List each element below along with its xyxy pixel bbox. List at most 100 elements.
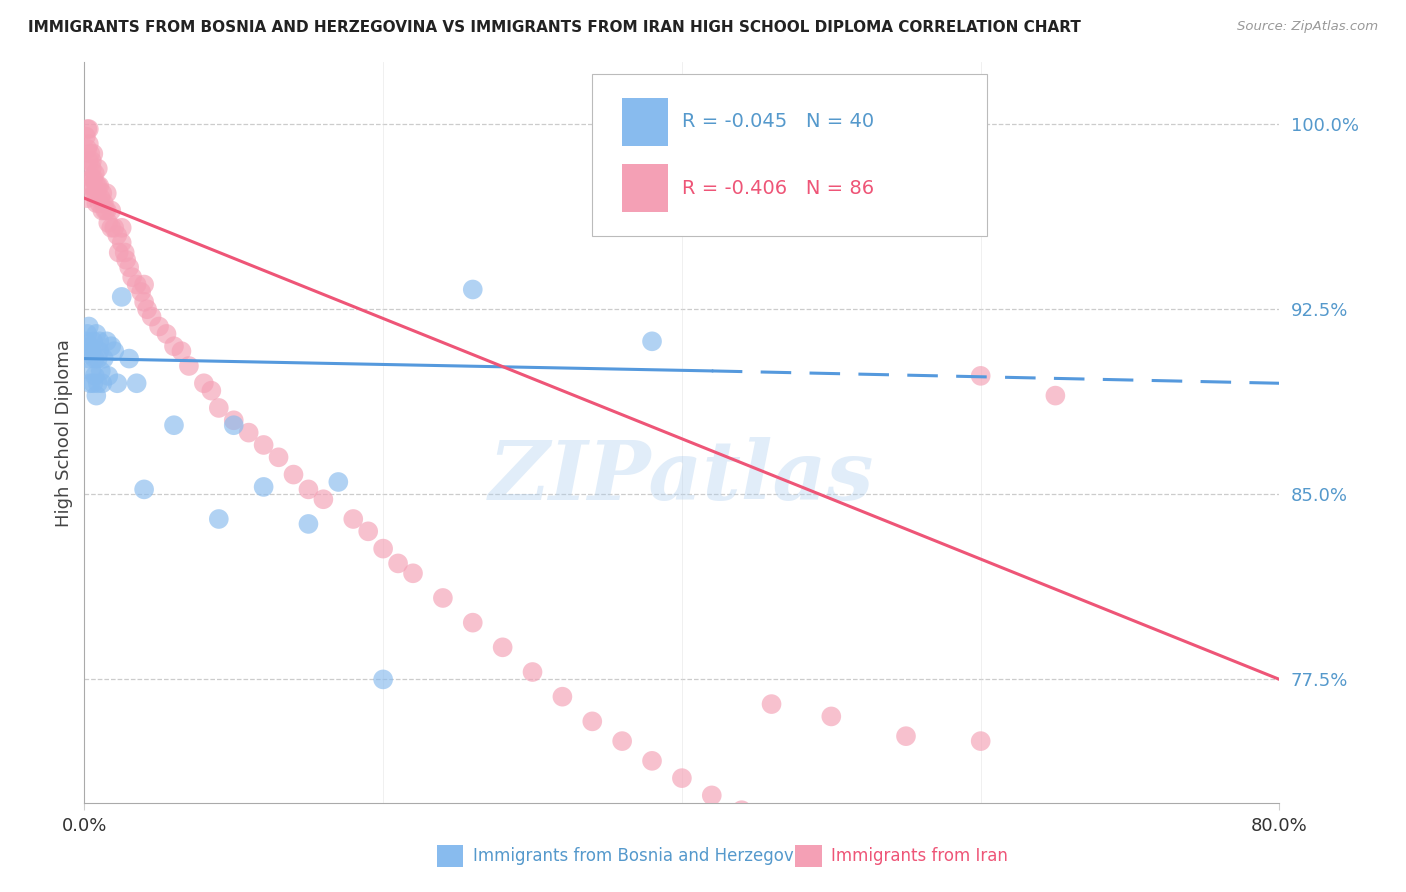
Point [96,334,118,349]
Point [82,334,104,349]
Point [86,196,108,211]
Point [253,480,276,494]
FancyBboxPatch shape [592,73,987,236]
Point [89,178,111,193]
Point [100,203,122,218]
Point [82,146,104,161]
Point [238,425,260,440]
Point [132,277,156,292]
Bar [796,845,821,867]
Point [328,475,350,489]
Point [970,368,993,383]
Point [91,376,114,391]
Point [312,492,335,507]
Point [83,368,105,383]
Text: R = -0.045   N = 40: R = -0.045 N = 40 [682,112,875,131]
Point [83,351,105,366]
Point [894,729,917,743]
Text: Source: ZipAtlas.com: Source: ZipAtlas.com [1237,20,1378,33]
Point [111,235,134,250]
Point [700,789,723,803]
Point [80,344,103,359]
Point [80,161,103,176]
Point [105,376,128,391]
Point [114,245,136,260]
Point [177,359,200,373]
Text: ZIPatlas: ZIPatlas [489,437,875,517]
Point [76,142,98,156]
Point [90,364,112,378]
Point [105,228,128,243]
Point [222,418,245,433]
Point [208,512,231,526]
Point [136,302,159,317]
Point [103,344,125,359]
Point [342,512,364,526]
Point [155,326,177,341]
Point [492,640,515,655]
Point [115,252,138,267]
Point [97,368,120,383]
Point [79,339,101,353]
Point [357,524,380,539]
Point [87,161,110,176]
Point [93,196,115,211]
Point [83,186,105,201]
Point [91,186,114,201]
Point [87,351,110,366]
Point [111,220,134,235]
Point [522,665,544,679]
Point [80,364,103,378]
Point [107,245,129,260]
Point [581,714,603,729]
Point [96,203,118,218]
Point [200,384,222,398]
Point [551,690,574,704]
Point [612,734,634,748]
Point [82,178,104,193]
Point [89,196,111,211]
Point [297,516,319,531]
Point [970,734,993,748]
Point [86,178,108,193]
Point [86,388,108,402]
Point [387,557,409,571]
Text: R = -0.406   N = 86: R = -0.406 N = 86 [682,178,875,198]
Point [77,154,100,169]
Point [253,438,276,452]
Point [83,166,105,180]
Point [132,483,156,497]
Point [283,467,305,482]
Y-axis label: High School Diploma: High School Diploma [55,339,73,526]
Point [297,483,319,497]
Point [96,186,118,201]
Point [97,216,120,230]
Point [111,290,134,304]
Point [76,122,98,136]
Point [82,171,104,186]
Point [461,615,484,630]
Point [129,285,152,299]
Point [94,203,117,218]
Point [461,283,484,297]
Point [77,319,100,334]
Point [402,566,425,581]
Point [373,673,395,687]
Point [100,339,122,353]
Point [118,351,141,366]
Point [118,260,141,275]
Text: IMMIGRANTS FROM BOSNIA AND HERZEGOVINA VS IMMIGRANTS FROM IRAN HIGH SCHOOL DIPLO: IMMIGRANTS FROM BOSNIA AND HERZEGOVINA V… [28,20,1081,35]
Point [193,376,215,391]
Point [79,146,101,161]
Bar [623,164,668,212]
Point [80,171,103,186]
Point [671,771,693,785]
Point [79,376,101,391]
Point [125,376,148,391]
Point [77,122,100,136]
Point [89,334,111,349]
Point [86,186,108,201]
Point [170,344,193,359]
Text: Immigrants from Iran: Immigrants from Iran [831,847,1008,865]
Point [163,339,186,353]
